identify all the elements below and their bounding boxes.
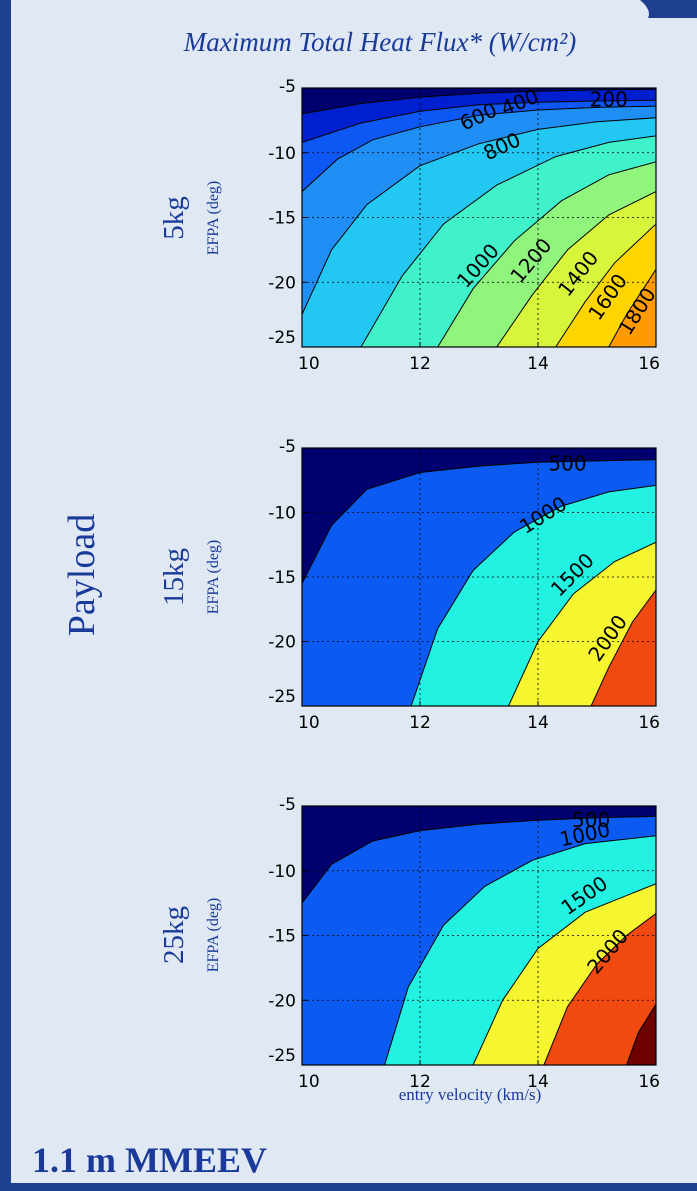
y-tick-label: -10 — [268, 144, 296, 164]
y-tick-label: -10 — [268, 862, 296, 882]
y-axis-label: EFPA (deg) — [205, 898, 222, 973]
contour-region-1 — [302, 806, 656, 1065]
contour-line-1500 — [508, 541, 656, 706]
contour-line-1500 — [472, 883, 656, 1065]
contour-line-2000 — [590, 589, 656, 706]
contour-line-2000 — [543, 913, 656, 1065]
corner-logo-fragment — [640, 0, 697, 18]
contour-line-1600 — [555, 223, 656, 347]
contour-label: 500 — [572, 808, 610, 832]
y-axis-label: EFPA (deg) — [205, 181, 222, 256]
contour-line-1800 — [608, 269, 656, 347]
y-tick-label: -15 — [268, 209, 296, 229]
y-tick-label: -15 — [268, 568, 296, 588]
y-tick-label: -10 — [268, 504, 296, 524]
contour-line-600 — [302, 105, 656, 192]
x-tick-label: 12 — [409, 354, 431, 374]
payload-mass-label: 25kg — [158, 906, 190, 964]
payload-mass-label: 5kg — [158, 196, 190, 240]
grid-lines — [302, 88, 656, 347]
y-tick-label: -20 — [268, 273, 296, 293]
y-tick-label: -5 — [279, 795, 296, 815]
contour-line-2500 — [626, 1003, 656, 1065]
contour-region-1 — [302, 448, 656, 706]
figure-title: Maximum Total Heat Flux* (W/cm²) — [183, 27, 577, 57]
x-tick-label: 16 — [638, 713, 660, 733]
payload-mass-label: 15kg — [158, 548, 190, 606]
y-tick-label: -15 — [268, 927, 296, 947]
y-axis-label: EFPA (deg) — [205, 540, 222, 615]
contour-line-1400 — [496, 191, 656, 347]
contour-line-1000 — [360, 135, 656, 347]
y-tick-label: -25 — [268, 687, 296, 707]
y-tick-label: -25 — [268, 1046, 296, 1066]
x-tick-label: 10 — [298, 713, 320, 733]
payload-group-label: Payload — [61, 514, 103, 636]
x-tick-label: 10 — [298, 354, 320, 374]
contour-line-800 — [302, 117, 656, 315]
x-tick-label: 10 — [298, 1072, 320, 1092]
grid-lines — [302, 806, 656, 1065]
y-tick-label: -20 — [268, 633, 296, 653]
contour-region-0 — [302, 88, 656, 114]
contour-line-500 — [302, 459, 656, 584]
x-tick-label: 14 — [527, 713, 549, 733]
x-axis-label: entry velocity (km/s) — [399, 1085, 542, 1104]
contour-line-200 — [302, 88, 656, 115]
contour-line-1000 — [410, 484, 656, 706]
x-tick-label: 12 — [409, 1072, 431, 1092]
x-tick-label: 14 — [527, 354, 549, 374]
x-tick-label: 16 — [638, 1072, 660, 1092]
grid-lines — [302, 448, 656, 706]
contour-region-0 — [302, 448, 656, 584]
footer-vehicle-label: 1.1 m MMEEV — [32, 1140, 267, 1180]
y-tick-label: -25 — [268, 328, 296, 348]
contour-line-500 — [302, 815, 656, 904]
contour-label: 500 — [548, 451, 586, 475]
x-tick-label: 16 — [638, 354, 660, 374]
y-tick-label: -20 — [268, 991, 296, 1011]
contour-region-0 — [302, 806, 656, 904]
contour-line-400 — [302, 99, 656, 143]
y-tick-label: -5 — [279, 437, 296, 457]
contour-label: 200 — [590, 87, 628, 111]
contour-line-1200 — [437, 161, 656, 347]
contour-line-1000 — [384, 835, 656, 1065]
y-tick-label: -5 — [279, 77, 296, 97]
left-frame-bar — [0, 0, 11, 1191]
x-tick-label: 12 — [409, 713, 431, 733]
contour-region-3 — [302, 88, 656, 315]
bottom-frame-bar — [0, 1183, 697, 1191]
x-tick-label: 14 — [527, 1072, 549, 1092]
